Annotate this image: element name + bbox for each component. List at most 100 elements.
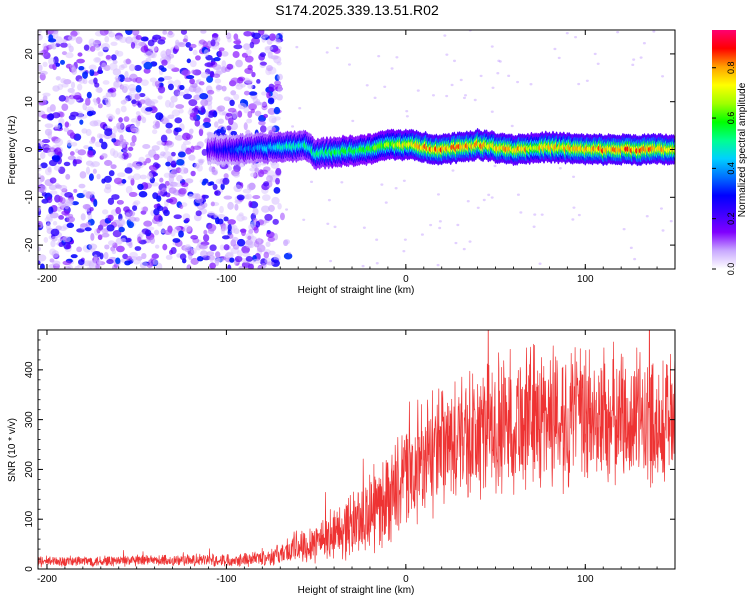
spectrogram-noise-point xyxy=(112,150,119,159)
spectrogram-noise-point xyxy=(133,200,141,205)
spectrogram-sparse-point xyxy=(538,262,542,265)
spectrogram-noise-point xyxy=(265,241,271,248)
spectrogram-sparse-point xyxy=(351,119,355,123)
spectrogram-noise-point xyxy=(174,127,182,133)
spectrogram-noise-point xyxy=(153,208,160,216)
spectrogram-noise-point xyxy=(117,200,124,205)
spectrogram-noise-point xyxy=(273,186,281,194)
spectrogram-noise-point xyxy=(199,124,205,130)
spectrogram-noise-point xyxy=(151,129,158,135)
spectrogram-noise-point xyxy=(223,173,229,179)
spectrogram-noise-point xyxy=(235,38,241,46)
spectrogram-noise-point xyxy=(259,52,266,58)
spectrogram-noise-point xyxy=(127,175,135,180)
spectrogram-noise-point xyxy=(89,68,95,77)
colorbar-tick-label: 0.0 xyxy=(726,263,736,276)
spectrogram-noise-point xyxy=(118,226,125,233)
spectrogram-noise-point xyxy=(111,194,120,200)
spectrogram-noise-point xyxy=(274,80,281,86)
spectrogram-noise-point xyxy=(227,201,234,210)
spectrogram-noise-point xyxy=(209,244,217,252)
spectrogram-sparse-point xyxy=(445,94,449,98)
spectrogram-noise-point xyxy=(190,257,199,265)
spectrogram-noise-point xyxy=(215,84,223,91)
snr-panel: -200 -100 0 100 0 100 200 300 400 Height of str… xyxy=(7,329,676,596)
spectrogram-noise-point xyxy=(99,30,109,36)
spectrogram-noise-point xyxy=(115,107,121,115)
spectrogram-noise-point xyxy=(202,234,210,242)
spectrogram-noise-point xyxy=(153,153,160,161)
spectrogram-sparse-point xyxy=(490,196,494,199)
spectrogram-noise-point xyxy=(140,36,149,42)
spectrogram-sparse-point xyxy=(596,62,600,65)
spectrogram-noise-point xyxy=(198,243,208,250)
spectrogram-noise-point xyxy=(167,114,175,120)
spectrogram-noise-point xyxy=(264,45,274,51)
spectrogram-noise-point xyxy=(243,43,251,51)
spectrogram-sparse-point xyxy=(288,251,292,255)
spectrogram-sparse-point xyxy=(452,59,456,63)
spectrogram-sparse-point xyxy=(310,180,314,184)
spectrogram-noise-point xyxy=(189,60,197,68)
spectrogram-sparse-point xyxy=(669,219,673,223)
spectrogram-noise-point xyxy=(105,102,111,108)
spectrogram-noise-point xyxy=(233,44,243,50)
spectrogram-noise-point xyxy=(44,123,54,129)
spectrogram-noise-point xyxy=(259,61,267,66)
spectrogram-sparse-point xyxy=(362,226,366,229)
spectrogram-noise-point xyxy=(52,260,61,267)
spectrogram-noise-point xyxy=(185,74,195,80)
spectrogram-sparse-point xyxy=(516,193,520,196)
spectrogram-noise-point xyxy=(185,147,192,155)
spectrogram-noise-point xyxy=(188,253,193,260)
spectrogram-sparse-point xyxy=(639,56,643,59)
spectrogram-noise-point xyxy=(198,159,204,165)
spectrogram-noise-point xyxy=(165,161,171,167)
spectrogram-sparse-point xyxy=(333,225,337,229)
spectrogram-sparse-point xyxy=(438,226,442,230)
spectrogram-noise-point xyxy=(223,254,229,262)
spectrogram-noise-point xyxy=(153,229,160,236)
spectrogram-noise-point xyxy=(108,31,116,38)
spectrogram-noise-point xyxy=(275,38,281,44)
spectrogram-noise-point xyxy=(246,183,255,191)
spectrogram-noise-point xyxy=(96,259,102,266)
spectrogram-noise-point xyxy=(67,88,75,93)
spectrogram-sparse-point xyxy=(375,262,379,265)
spectrogram-noise-point xyxy=(128,83,137,92)
spectrogram-noise-point xyxy=(275,167,282,176)
spectrogram-sparse-point xyxy=(347,63,351,66)
spectrogram-sparse-point xyxy=(384,201,388,204)
spectrogram-noise-point xyxy=(195,79,200,84)
spectrogram-noise-point xyxy=(161,59,168,66)
spectrogram-sparse-point xyxy=(451,169,455,172)
spectrogram-sparse-point xyxy=(445,53,449,56)
y-tick-label: 100 xyxy=(24,510,35,527)
spectrogram-noise-point xyxy=(100,141,108,150)
spectrogram-noise-point xyxy=(207,111,215,118)
spectrogram-noise-point xyxy=(61,103,69,112)
x-tick-label: 0 xyxy=(403,574,409,585)
spectrogram-noise-point xyxy=(189,128,194,135)
colorbar-label: Normalized spectral amplitude xyxy=(737,82,748,217)
spectrogram-noise-point xyxy=(259,169,269,175)
colorbar-ticks: 0.0 0.2 0.4 0.6 0.8 xyxy=(712,61,736,275)
x-tick-label: -200 xyxy=(37,274,57,285)
spectrogram-sparse-point xyxy=(593,52,597,56)
spectrogram-noise-point xyxy=(208,166,214,172)
spectrogram-sparse-point xyxy=(473,98,477,102)
spectrogram-sparse-point xyxy=(456,223,460,227)
colorbar: 0.0 0.2 0.4 0.6 0.8 Normalized spectral ampl… xyxy=(712,30,748,275)
spectrogram-sparse-point xyxy=(468,240,472,243)
colorbar-gradient xyxy=(712,30,736,269)
spectrogram-noise-point xyxy=(194,119,201,127)
spectrogram-noise-point xyxy=(109,62,118,71)
spectrogram-sparse-point xyxy=(642,42,646,45)
spectrogram-noise-point xyxy=(134,217,140,222)
spectrogram-noise-point xyxy=(222,177,230,185)
spectrogram-noise-point xyxy=(164,99,171,108)
spectrogram-noise-point xyxy=(184,244,191,249)
spectrogram-noise-point xyxy=(116,50,124,57)
spectrogram-sparse-point xyxy=(373,96,377,100)
